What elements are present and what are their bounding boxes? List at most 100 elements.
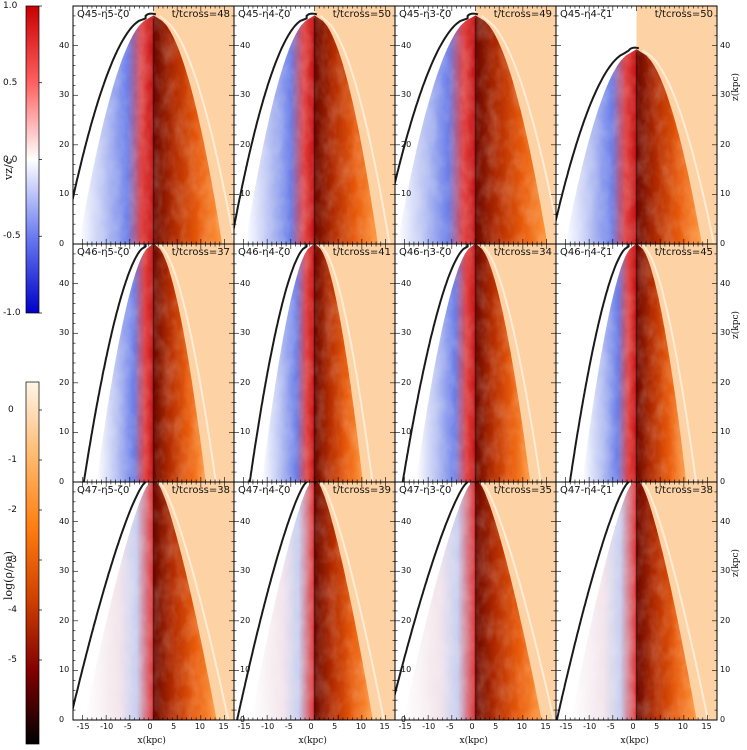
density-tick-label: 0 — [8, 405, 14, 415]
x-tick-label: -10 — [583, 722, 597, 731]
velocity-colorbar — [25, 5, 40, 314]
velocity-tick-label: 0.0 — [3, 154, 18, 165]
simulation-panel — [233, 243, 396, 483]
simulation-panel — [394, 243, 557, 483]
x-tick-label: -15 — [398, 722, 412, 731]
z-tick-label: 0 — [59, 239, 65, 248]
z-tick-label: 10 — [720, 427, 731, 437]
x-tick-label: -5 — [606, 722, 615, 731]
simulation-panel — [394, 5, 557, 245]
cocoon-contour — [568, 244, 631, 482]
panel-title: Q47-η4-ζ0 — [238, 485, 291, 496]
x-tick-label: -10 — [422, 722, 436, 731]
x-tick-label: 10 — [677, 722, 689, 731]
z-tick-label: 40 — [240, 40, 251, 50]
panel-time: t/tcross=35 — [493, 485, 552, 496]
panel-title: Q46-η3-ζ0 — [399, 247, 452, 258]
z-tick-label: 30 — [720, 328, 731, 338]
panel-title: Q46-η4-ζ0 — [238, 247, 291, 258]
z-tick-label: 10 — [59, 189, 70, 199]
x-tick-label: 10 — [355, 722, 367, 731]
z-tick-label: 20 — [401, 615, 412, 625]
z-tick-label: 20 — [59, 615, 70, 625]
x-tick-label: 0 — [308, 722, 314, 731]
cocoon-contour — [556, 46, 640, 224]
z-tick-label: 20 — [240, 139, 251, 149]
z-axis-label: z(kpc) — [731, 548, 741, 577]
z-tick-label: 20 — [720, 139, 731, 149]
x-tick-label: -5 — [123, 722, 132, 731]
z-tick-label: 20 — [59, 377, 70, 387]
x-tick-label: 15 — [218, 722, 229, 731]
z-tick-label: 40 — [240, 516, 251, 526]
z-tick-label: 10 — [240, 189, 251, 199]
z-tick-label: 10 — [240, 427, 251, 437]
z-tick-label: 20 — [720, 615, 731, 625]
z-tick-label: 10 — [720, 189, 731, 199]
z-tick-label: 20 — [401, 139, 412, 149]
x-tick-label: 5 — [171, 722, 177, 731]
panel-title: Q46-η5-ζ0 — [77, 247, 130, 258]
panel-title: Q47-η5-ζ0 — [77, 485, 130, 496]
z-tick-label: 40 — [401, 516, 412, 526]
x-tick-label: 0 — [147, 722, 153, 731]
panel-time: t/tcross=50 — [332, 9, 391, 20]
cocoon-contour — [73, 12, 157, 203]
z-tick-label: 40 — [240, 278, 251, 288]
z-tick-label: 40 — [59, 278, 70, 288]
cocoon-contour — [236, 482, 308, 720]
x-tick-label: -5 — [445, 722, 454, 731]
z-tick-label: 0 — [401, 715, 407, 724]
simulation-panel — [72, 481, 235, 721]
panel-time: t/tcross=45 — [654, 247, 713, 258]
velocity-tick-label: 1.0 — [3, 1, 18, 11]
panel-title: Q47-η3-ζ0 — [399, 485, 452, 496]
z-tick-label: 10 — [240, 665, 251, 675]
x-tick-label: 5 — [493, 722, 499, 731]
x-tick-label: 5 — [654, 722, 660, 731]
simulation-panel — [555, 5, 718, 245]
density-colorbar — [25, 381, 40, 745]
x-tick-label: -10 — [100, 722, 114, 731]
x-tick-label: 15 — [540, 722, 551, 731]
panel-title: Q47-η4-ζ1 — [560, 485, 613, 496]
z-tick-label: 30 — [240, 90, 251, 100]
cocoon-contour — [395, 482, 469, 698]
z-tick-label: 40 — [720, 278, 731, 288]
density-colorbar-label: log(ρ/ρa) — [2, 551, 15, 600]
velocity-tick-label: -1.0 — [3, 308, 21, 318]
x-tick-label: 10 — [516, 722, 528, 731]
panel-title: Q45-η5-ζ0 — [77, 9, 130, 20]
density-tick-label: -5 — [8, 655, 17, 665]
z-tick-label: 30 — [59, 90, 70, 100]
z-tick-label: 40 — [59, 40, 70, 50]
x-tick-label: 0 — [630, 722, 636, 731]
cocoon-contour — [234, 12, 318, 233]
z-tick-label: 20 — [720, 377, 731, 387]
x-tick-label: -15 — [559, 722, 573, 731]
panel-title: Q45-η3-ζ0 — [399, 9, 452, 20]
x-tick-label: 10 — [194, 722, 206, 731]
panel-time: t/tcross=50 — [654, 9, 713, 20]
z-tick-label: 40 — [720, 516, 731, 526]
x-tick-label: -15 — [76, 722, 90, 731]
z-tick-label: 10 — [401, 189, 412, 199]
z-tick-label: 40 — [401, 40, 412, 50]
cocoon-contour — [73, 482, 147, 712]
velocity-colorbar-label: vz/c — [2, 158, 15, 180]
x-tick-label: -15 — [237, 722, 251, 731]
panel-time: t/tcross=34 — [493, 247, 552, 258]
panel-time: t/tcross=37 — [171, 247, 230, 258]
x-axis-label: x(kpc) — [298, 736, 327, 746]
panel-time: t/tcross=39 — [332, 485, 391, 496]
cocoon-contour — [82, 244, 148, 482]
simulation-panel — [555, 243, 718, 483]
velocity-tick-label: 0.5 — [3, 77, 18, 88]
panel-time: t/tcross=49 — [493, 9, 552, 20]
z-tick-label: 30 — [720, 566, 731, 576]
density-tick-label: -1 — [8, 455, 17, 465]
z-tick-label: 0 — [240, 715, 246, 724]
panel-title: Q46-η4-ζ1 — [560, 247, 613, 258]
z-tick-label: 40 — [401, 278, 412, 288]
